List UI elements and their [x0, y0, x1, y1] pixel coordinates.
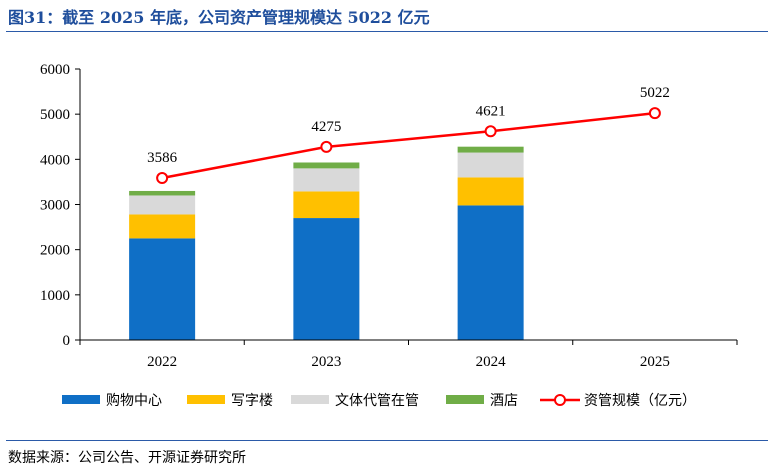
legend-label-1: 写字楼: [231, 393, 273, 409]
y-tick-label: 5000: [40, 107, 70, 123]
bar-2024-series-0: [457, 205, 524, 340]
y-tick-label: 2000: [40, 243, 70, 259]
bar-2022-series-0: [129, 238, 196, 340]
bottom-rule: [6, 440, 768, 441]
bar-2022-series-2: [129, 195, 196, 215]
top-rule: [6, 31, 768, 32]
legend-swatch-2: [291, 395, 329, 404]
bar-2024-series-1: [457, 177, 524, 206]
chart-canvas: 0 1000 2000 3000 4000 5000 6000 2022 2023 2024 202…: [40, 62, 738, 409]
y-tick-label: 3000: [40, 198, 70, 214]
line-series-group: 3586 4275 4621 5022: [147, 85, 670, 185]
bar-2023-series-1: [293, 191, 360, 219]
line-series-path: [161, 111, 656, 180]
source-note: 数据来源：公司公告、开源证券研究所: [8, 450, 246, 466]
bar-2022-series-3: [129, 190, 196, 196]
bar-2023-series-3: [293, 162, 360, 169]
x-tick-label-2025: 2025: [640, 354, 670, 370]
line-data-label-2024: 4621: [476, 103, 506, 119]
y-tick-label: 4000: [40, 152, 70, 168]
bar-2022-series-1: [129, 214, 196, 239]
legend-swatch-marker: [554, 394, 566, 406]
line-data-label-2022: 3586: [147, 150, 178, 166]
bar-2024-series-3: [457, 146, 524, 153]
legend-label-4: 资管规模（亿元）: [584, 393, 696, 409]
x-tick-label-2023: 2023: [311, 354, 341, 370]
axes-group: 0 1000 2000 3000 4000 5000 6000 2022 2023 2024 202…: [40, 62, 738, 370]
chart-title: 图31：截至 2025 年底，公司资产管理规模达 5022 亿元: [8, 8, 430, 27]
line-point-2022: [156, 172, 169, 185]
y-tick-label: 1000: [40, 288, 70, 304]
line-data-label-2025: 5022: [640, 85, 670, 101]
x-tick-label-2022: 2022: [147, 354, 177, 370]
legend-label-3: 酒店: [490, 393, 518, 409]
y-tick-label: 6000: [40, 62, 70, 78]
bar-2023-series-2: [293, 168, 360, 192]
legend-swatch-0: [62, 395, 100, 404]
bar-2024-series-2: [457, 152, 524, 178]
line-point-2023: [320, 140, 333, 153]
bar-2023-series-0: [293, 218, 360, 340]
line-point-2024: [484, 125, 497, 138]
legend-label-0: 购物中心: [106, 393, 162, 409]
legend-swatch-3: [446, 395, 484, 404]
line-point-2025: [648, 107, 661, 120]
legend-label-2: 文体代管在管: [335, 393, 419, 409]
y-tick-label: 0: [63, 333, 71, 349]
legend-swatch-1: [187, 395, 225, 404]
bars-group: [129, 146, 524, 340]
legend: 购物中心 写字楼 文体代管在管 酒店 资管规模（亿元）: [62, 393, 696, 409]
line-data-label-2023: 4275: [311, 119, 341, 135]
x-tick-label-2024: 2024: [476, 354, 507, 370]
